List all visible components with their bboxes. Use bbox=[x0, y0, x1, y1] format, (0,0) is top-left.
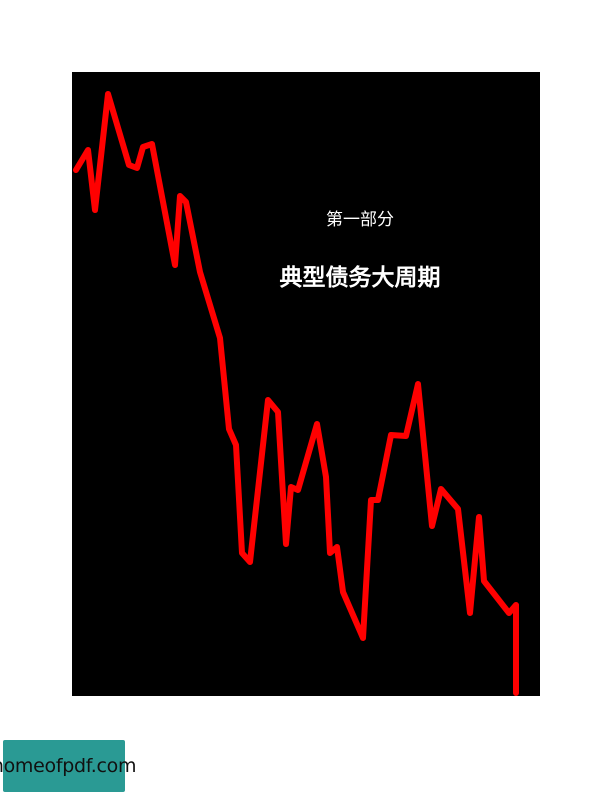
watermark-logo[interactable]: homeofpdf.com bbox=[0, 740, 136, 792]
watermark-text: homeofpdf.com bbox=[0, 755, 137, 777]
red-trend-line bbox=[73, 91, 519, 696]
cover-image: 第一部分 典型债务大周期 bbox=[72, 72, 540, 696]
section-title: 典型债务大周期 bbox=[279, 265, 441, 291]
decorative-declining-line-graphic bbox=[73, 91, 519, 696]
part-label: 第一部分 bbox=[326, 210, 394, 230]
